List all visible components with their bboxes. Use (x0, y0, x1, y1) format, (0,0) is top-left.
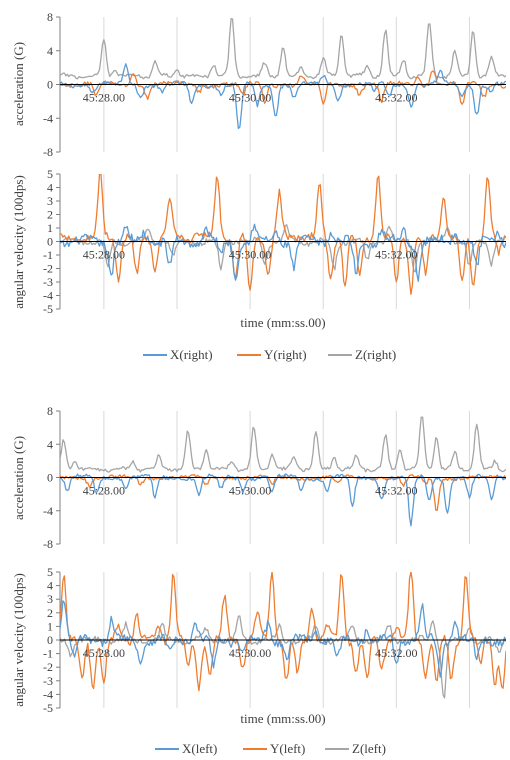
legend-label-z-right: Z(right) (355, 347, 396, 362)
y-tick-label: -4 (43, 111, 53, 125)
y-tick-label: 0 (47, 633, 53, 647)
x-axis-label-left: time (mm:ss.00) (240, 711, 325, 726)
y-axis-label-gyro-left: angular velocity (100dps) (11, 573, 26, 707)
y-tick-label: -1 (43, 647, 53, 661)
y-tick-label: -8 (43, 537, 53, 551)
series-line-x-left- (60, 473, 506, 527)
y-tick-label: -3 (43, 674, 53, 688)
y-axis-label-acc-left: acceleration (G) (11, 436, 26, 520)
x-tick-label: 45:30.00 (229, 248, 271, 262)
y-tick-label: 0 (47, 235, 53, 249)
x-tick-label: 45:32.00 (375, 248, 417, 262)
y-tick-label: 8 (47, 404, 53, 418)
x-tick-label: 45:30.00 (229, 91, 271, 105)
x-tick-label: 45:32.00 (375, 91, 417, 105)
y-tick-label: 4 (47, 181, 53, 195)
x-tick-label: 45:28.00 (83, 646, 125, 660)
series-line-z-left- (60, 416, 506, 473)
series-group (60, 18, 506, 130)
series-line-x-left- (60, 600, 506, 678)
legend-left: X(left) Y(left) Z(left) (155, 741, 386, 756)
y-tick-label: 0 (47, 471, 53, 485)
x-tick-label: 45:32.00 (375, 646, 417, 660)
y-tick-label: 2 (47, 208, 53, 222)
y-tick-label: 4 (47, 437, 53, 451)
y-tick-label: -4 (43, 289, 53, 303)
y-tick-label: -5 (43, 302, 53, 316)
y-tick-label: -2 (43, 660, 53, 674)
y-tick-label: -8 (43, 145, 53, 159)
y-tick-label: -3 (43, 275, 53, 289)
y-tick-label: 1 (47, 619, 53, 633)
y-tick-label: -1 (43, 248, 53, 262)
legend-label-z-left: Z(left) (352, 741, 386, 756)
x-tick-label: 45:30.00 (229, 484, 271, 498)
y-tick-label: -5 (43, 701, 53, 715)
y-tick-label: 4 (47, 579, 53, 593)
series-group (60, 174, 506, 295)
y-tick-label: 8 (47, 10, 53, 24)
y-tick-label: -2 (43, 262, 53, 276)
series-group (60, 572, 506, 699)
legend-label-x-left: X(left) (182, 741, 217, 756)
y-tick-label: 1 (47, 221, 53, 235)
x-tick-label: 45:28.00 (83, 91, 125, 105)
series-line-x-right- (60, 223, 506, 282)
series-line-y-left- (60, 474, 506, 511)
x-tick-label: 45:32.00 (375, 484, 417, 498)
chart-acceleration-left: 8 4 0 -4 -8 45:28.00 45:30.00 45:32.00 (43, 404, 506, 551)
series-line-x-right- (60, 63, 506, 130)
y-tick-label: 3 (47, 592, 53, 606)
y-tick-label: 3 (47, 194, 53, 208)
legend-label-x-right: X(right) (170, 347, 213, 362)
y-axis-label-gyro-right: angular velocity (100dps) (11, 175, 26, 309)
x-tick-label: 45:30.00 (229, 646, 271, 660)
series-line-y-left- (60, 572, 506, 692)
y-tick-label: -4 (43, 687, 53, 701)
series-line-z-left- (60, 615, 506, 699)
series-line-y-right- (60, 174, 506, 295)
y-tick-label: 5 (47, 167, 53, 181)
legend-right: X(right) Y(right) Z(right) (143, 347, 396, 362)
legend-label-y-right: Y(right) (264, 347, 307, 362)
y-tick-label: 4 (47, 44, 53, 58)
legend-label-y-left: Y(left) (270, 741, 305, 756)
x-tick-label: 45:28.00 (83, 484, 125, 498)
y-tick-label: 2 (47, 606, 53, 620)
y-tick-label: 5 (47, 565, 53, 579)
y-tick-label: 0 (47, 78, 53, 92)
y-axis-label-acc-right: acceleration (G) (11, 42, 26, 126)
y-tick-label: -4 (43, 504, 53, 518)
x-axis-label-right: time (mm:ss.00) (240, 315, 325, 330)
x-tick-label: 45:28.00 (83, 248, 125, 262)
chart-acceleration-right: 8 4 0 -4 -8 45:28.00 45:30.00 45:32.00 (43, 10, 506, 159)
series-group (60, 416, 506, 527)
